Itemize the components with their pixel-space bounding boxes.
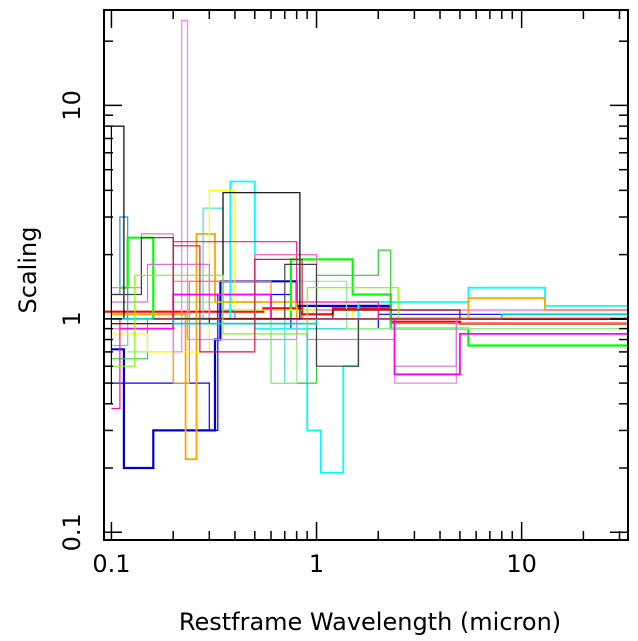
y-tick-label: 1	[58, 311, 86, 326]
series-line-11	[111, 280, 628, 384]
x-tick-label: 0.1	[92, 550, 130, 578]
series-line-21	[111, 313, 628, 325]
series-line-22	[111, 274, 628, 367]
series-line-10	[111, 232, 628, 461]
y-axis-title: Scaling	[14, 227, 42, 314]
series-line-5	[223, 180, 628, 474]
series-layer	[104, 19, 628, 474]
y-tick-label: 0.1	[58, 513, 86, 551]
x-tick-label: 10	[506, 550, 537, 578]
x-axis-title: Restframe Wavelength (micron)	[179, 608, 561, 636]
x-tick-label: 1	[309, 550, 324, 578]
axis-layer: 0.1 1 10 0.1 1 10	[58, 10, 628, 578]
series-line-13	[104, 19, 628, 384]
series-line-23	[153, 245, 628, 353]
series-line-19	[111, 237, 628, 367]
plot-frame	[103, 9, 629, 541]
series-line-12	[111, 189, 628, 353]
y-tick-label: 10	[58, 90, 86, 121]
